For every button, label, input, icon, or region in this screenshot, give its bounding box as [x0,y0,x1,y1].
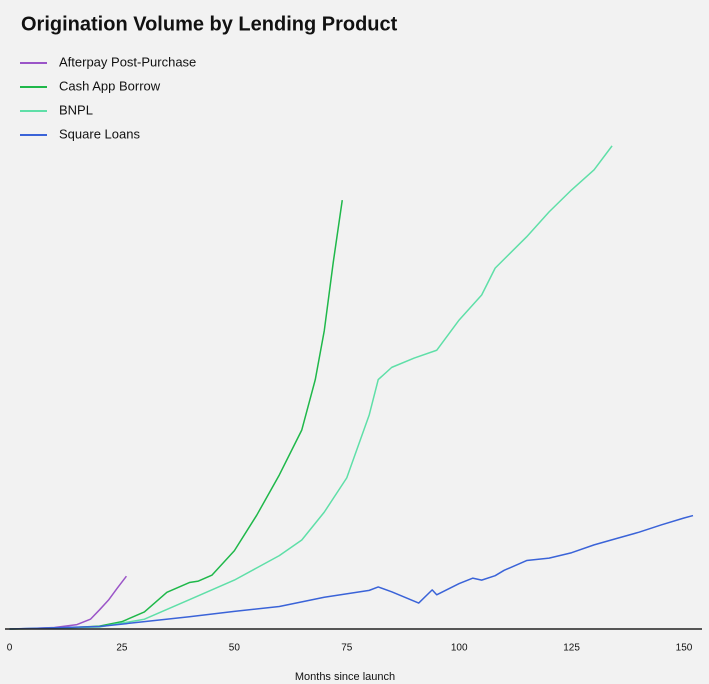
x-tick-label: 50 [229,643,241,654]
x-tick-label: 0 [7,643,13,654]
x-tick-label: 75 [341,643,353,654]
x-tick-label: 25 [116,643,128,654]
x-axis-title: Months since launch [295,671,395,683]
legend-label: Square Loans [59,126,140,141]
legend-label: Cash App Borrow [59,78,161,93]
chart-title: Origination Volume by Lending Product [21,13,398,35]
series-line [9,145,613,630]
legend-label: Afterpay Post-Purchase [59,54,196,69]
x-tick-label: 150 [676,643,693,654]
series-line [9,514,694,630]
legend-label: BNPL [59,102,93,117]
x-tick-label: 125 [563,643,580,654]
x-tick-label: 100 [451,643,468,654]
series-line [9,200,344,630]
